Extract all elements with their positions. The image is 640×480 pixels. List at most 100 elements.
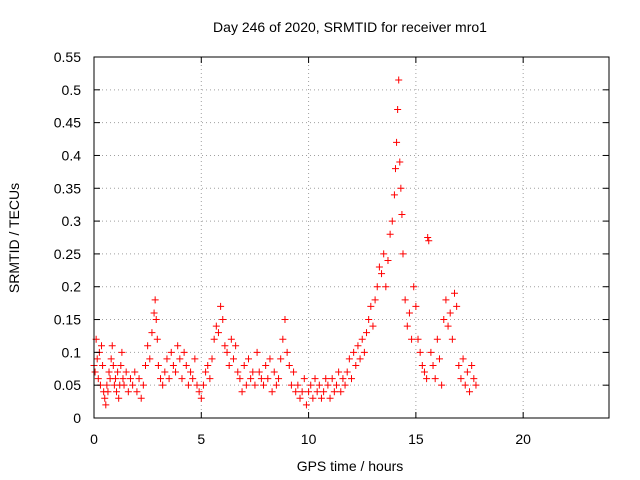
data-point <box>313 388 321 396</box>
data-point <box>396 158 404 166</box>
data-point <box>142 361 149 369</box>
y-tick-label: 0.2 <box>62 279 82 295</box>
data-point <box>227 335 235 343</box>
data-points <box>90 76 480 409</box>
y-tick-label: 0.25 <box>54 246 81 262</box>
data-point <box>182 361 190 369</box>
data-point <box>197 394 205 402</box>
data-point <box>408 335 416 343</box>
data-point <box>343 368 351 376</box>
data-point <box>176 355 184 363</box>
data-point <box>384 256 392 264</box>
data-point <box>270 368 278 376</box>
data-point <box>311 375 319 383</box>
data-point <box>455 361 463 369</box>
data-point <box>135 375 143 383</box>
data-point <box>264 375 272 383</box>
data-point <box>453 302 461 310</box>
data-point <box>395 76 403 84</box>
data-point <box>348 375 355 383</box>
data-point <box>418 361 426 369</box>
data-point <box>93 355 101 363</box>
data-point <box>253 348 261 356</box>
y-tick-label: 0.4 <box>62 147 82 163</box>
data-point <box>94 375 102 383</box>
data-point <box>225 361 233 369</box>
data-point <box>358 335 366 343</box>
data-point <box>137 394 145 402</box>
data-point <box>285 361 293 369</box>
data-point <box>172 368 180 376</box>
data-point <box>416 348 424 356</box>
data-point <box>332 381 340 389</box>
data-point <box>290 368 298 376</box>
data-point <box>375 263 383 271</box>
data-point <box>107 355 115 363</box>
data-point <box>251 381 259 389</box>
axis-ticks <box>93 56 609 419</box>
data-point <box>466 388 474 396</box>
data-point <box>219 316 227 324</box>
data-point <box>275 375 283 383</box>
grid-lines <box>94 57 609 418</box>
data-point <box>463 368 471 376</box>
data-point <box>365 316 373 324</box>
data-point <box>378 270 386 278</box>
data-point <box>146 355 154 363</box>
data-point <box>324 381 332 389</box>
data-point <box>446 309 454 317</box>
data-point <box>202 368 210 376</box>
data-point <box>247 375 255 383</box>
data-point <box>260 381 268 389</box>
data-point <box>184 381 192 389</box>
data-point <box>352 361 360 369</box>
data-point <box>236 375 244 383</box>
data-point <box>440 316 448 324</box>
data-point <box>425 237 433 245</box>
data-point <box>255 368 263 376</box>
data-point <box>397 184 405 192</box>
data-point <box>120 381 128 389</box>
data-point <box>281 316 289 324</box>
x-axis-title: GPS time / hours <box>297 458 404 474</box>
data-point <box>101 394 109 402</box>
data-point <box>403 322 411 330</box>
data-point <box>367 302 375 310</box>
plot-frame <box>93 56 610 419</box>
data-point <box>159 381 167 389</box>
data-point <box>163 355 171 363</box>
data-point <box>390 191 398 199</box>
data-point <box>350 348 358 356</box>
data-point <box>272 381 280 389</box>
data-point <box>337 388 345 396</box>
data-point <box>399 250 407 258</box>
data-point <box>268 388 276 396</box>
data-point <box>296 394 304 402</box>
data-point <box>102 401 110 409</box>
data-point <box>129 381 137 389</box>
data-point <box>382 283 390 291</box>
data-point <box>111 375 119 383</box>
data-point <box>380 250 388 258</box>
data-point <box>461 381 469 389</box>
data-point <box>99 361 107 369</box>
data-point <box>232 342 240 350</box>
y-tick-label: 0.35 <box>54 180 81 196</box>
data-point <box>152 316 160 324</box>
y-axis-title: SRMTID / TECUs <box>6 183 22 293</box>
data-point <box>279 335 287 343</box>
data-point <box>401 296 409 304</box>
data-point <box>292 388 300 396</box>
data-point <box>302 401 310 409</box>
data-point <box>240 361 248 369</box>
data-point <box>103 381 111 389</box>
data-point <box>245 355 252 363</box>
data-point <box>133 388 141 396</box>
data-point <box>199 381 207 389</box>
data-point <box>398 211 406 219</box>
data-point <box>322 375 330 383</box>
data-point <box>363 329 371 337</box>
y-tick-label: 0.05 <box>54 377 81 393</box>
x-tick-label: 15 <box>408 431 424 447</box>
data-point <box>442 296 450 304</box>
